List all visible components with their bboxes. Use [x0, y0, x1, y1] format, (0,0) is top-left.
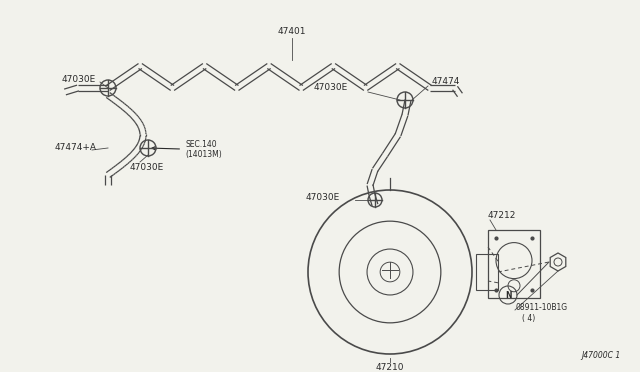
Text: 47210: 47210	[376, 363, 404, 372]
Bar	[488, 230, 540, 298]
Text: 47401: 47401	[278, 28, 307, 36]
Text: N: N	[505, 291, 511, 299]
Text: 47212: 47212	[488, 211, 516, 219]
Text: J47000C 1: J47000C 1	[580, 351, 620, 360]
Text: SEC.140
(14013M): SEC.140 (14013M)	[152, 140, 221, 159]
Text: 47474: 47474	[432, 77, 460, 87]
Bar	[476, 254, 498, 290]
Text: 47030E: 47030E	[314, 83, 348, 93]
Text: 47030E: 47030E	[62, 76, 96, 84]
Text: 47474+A: 47474+A	[55, 144, 97, 153]
Text: ( 4): ( 4)	[522, 314, 535, 323]
Text: 08911-10B1G: 08911-10B1G	[515, 304, 567, 312]
Text: 47030E: 47030E	[306, 193, 340, 202]
Text: 47030E: 47030E	[130, 164, 164, 173]
